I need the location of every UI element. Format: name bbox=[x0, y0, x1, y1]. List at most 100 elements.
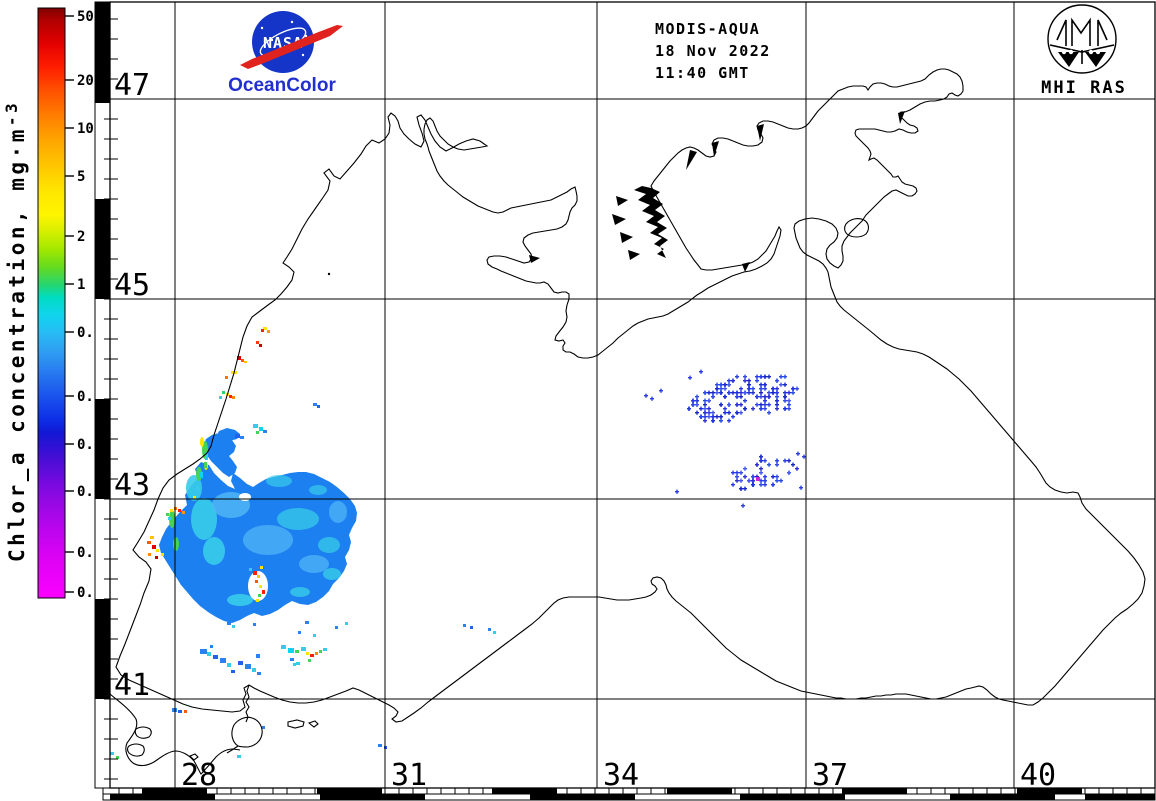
data-speck bbox=[227, 622, 231, 625]
data-speck bbox=[310, 654, 314, 657]
pixel-dot bbox=[716, 382, 718, 387]
bottom-ruler-black-segment bbox=[320, 794, 425, 800]
header-date: 18 Nov 2022 bbox=[655, 42, 771, 60]
pixel-dot bbox=[768, 402, 770, 407]
pixel-dot bbox=[704, 406, 706, 411]
pixel-dot bbox=[760, 386, 762, 391]
oceancolor-label: OceanColor bbox=[228, 75, 336, 96]
pixel-dot bbox=[736, 410, 738, 415]
pixel-dot bbox=[696, 410, 698, 415]
pixel-dot bbox=[768, 394, 770, 399]
data-speck bbox=[232, 396, 235, 399]
nasa-stars bbox=[260, 20, 308, 57]
pixel-dot bbox=[728, 402, 730, 407]
pixel-dot bbox=[704, 398, 706, 403]
lat-label-41: 41 bbox=[114, 668, 150, 703]
pixel-dot bbox=[724, 394, 726, 399]
pixel-dot bbox=[736, 474, 738, 479]
mhi-ras-logo: MHI RAS bbox=[1041, 4, 1125, 98]
bakal-spit bbox=[529, 255, 540, 263]
pixel-dot bbox=[708, 398, 710, 403]
data-speck bbox=[161, 553, 164, 556]
data-speck bbox=[263, 430, 267, 433]
pixel-dot bbox=[788, 398, 790, 403]
data-speck bbox=[323, 648, 327, 651]
bottom-ruler-black-segment bbox=[110, 794, 215, 800]
pixel-dot bbox=[748, 386, 750, 391]
pixel-dot bbox=[740, 402, 742, 407]
pixel-dot bbox=[696, 398, 698, 403]
pixel-dot bbox=[776, 458, 778, 463]
pixel-dot bbox=[740, 394, 742, 399]
data-speck bbox=[168, 517, 171, 520]
pixel-dot bbox=[784, 390, 786, 395]
data-speck bbox=[184, 710, 187, 713]
pixel-dot bbox=[740, 478, 742, 483]
pixel-dot bbox=[760, 466, 762, 471]
data-speck bbox=[205, 452, 208, 460]
map-rulers bbox=[94, 1, 1156, 801]
pixel-dot bbox=[736, 390, 738, 395]
coastline bbox=[109, 68, 1146, 775]
colorbar-title: Chlor_a concentration, mg·m-3 bbox=[2, 100, 29, 562]
pixel-dot bbox=[720, 402, 722, 407]
lake-2 bbox=[126, 743, 145, 757]
pixel-dot bbox=[756, 474, 758, 479]
nasa-logo: NASA OceanColor bbox=[228, 11, 343, 96]
pixel-dot bbox=[756, 374, 758, 379]
coastline-main bbox=[115, 68, 1146, 723]
pixel-dot bbox=[748, 378, 750, 383]
pixel-dot bbox=[704, 414, 706, 419]
bottom-ruler-upper-block bbox=[1017, 788, 1082, 794]
bloom-cap bbox=[217, 428, 240, 441]
pixel-dot bbox=[760, 454, 762, 459]
pixel-dot bbox=[744, 406, 746, 411]
bottom-ruler-black-segment bbox=[530, 794, 635, 800]
pixel-dot bbox=[744, 466, 746, 471]
pixel-dot bbox=[752, 406, 754, 411]
data-speck bbox=[152, 545, 156, 549]
data-speck bbox=[313, 403, 317, 406]
colorbar-tick-label: 20 bbox=[77, 73, 94, 89]
pixel-dot bbox=[784, 382, 786, 387]
pixel-dot bbox=[768, 462, 770, 467]
data-speck bbox=[170, 509, 173, 512]
data-speck bbox=[263, 327, 267, 330]
mhi-logo-circle bbox=[1047, 4, 1117, 74]
pixel-dot bbox=[776, 474, 778, 479]
pixel-dot bbox=[752, 474, 754, 479]
pixel-dot bbox=[740, 390, 742, 395]
data-speck bbox=[148, 553, 151, 556]
data-speck bbox=[147, 541, 151, 544]
data-speck bbox=[255, 580, 258, 583]
colorbar-gradient bbox=[37, 7, 66, 599]
coastline-kapidag-peninsula bbox=[226, 716, 263, 754]
data-speck bbox=[256, 341, 259, 344]
pixel-dot bbox=[776, 378, 778, 383]
pixel-dot bbox=[760, 382, 762, 387]
pixel-dot bbox=[720, 418, 722, 423]
header-satellite: MODIS-AQUA bbox=[655, 20, 760, 38]
pixel-dot bbox=[708, 410, 710, 415]
pixel-dot bbox=[776, 478, 778, 483]
pixel-dot bbox=[784, 398, 786, 403]
lat-label-43: 43 bbox=[114, 468, 150, 503]
data-speck bbox=[244, 361, 247, 363]
mhi-glyph bbox=[1049, 17, 1115, 64]
left-ruler-black-segment bbox=[95, 2, 110, 103]
pixel-dot bbox=[744, 398, 746, 403]
pixel-dot bbox=[744, 378, 746, 383]
pixel-dot bbox=[776, 386, 778, 391]
pixel-dot bbox=[776, 398, 778, 403]
pixel-dot bbox=[708, 414, 710, 419]
pixel-dot bbox=[720, 390, 722, 395]
pixel-dot bbox=[797, 451, 799, 456]
chlorophyll-bloom bbox=[159, 428, 357, 623]
data-speck bbox=[237, 755, 241, 758]
data-speck bbox=[267, 330, 270, 333]
pixel-dot bbox=[728, 382, 730, 387]
data-speck bbox=[313, 634, 316, 637]
data-speck bbox=[237, 356, 241, 360]
pixel-dot bbox=[712, 394, 714, 399]
pixel-dot bbox=[756, 394, 758, 399]
